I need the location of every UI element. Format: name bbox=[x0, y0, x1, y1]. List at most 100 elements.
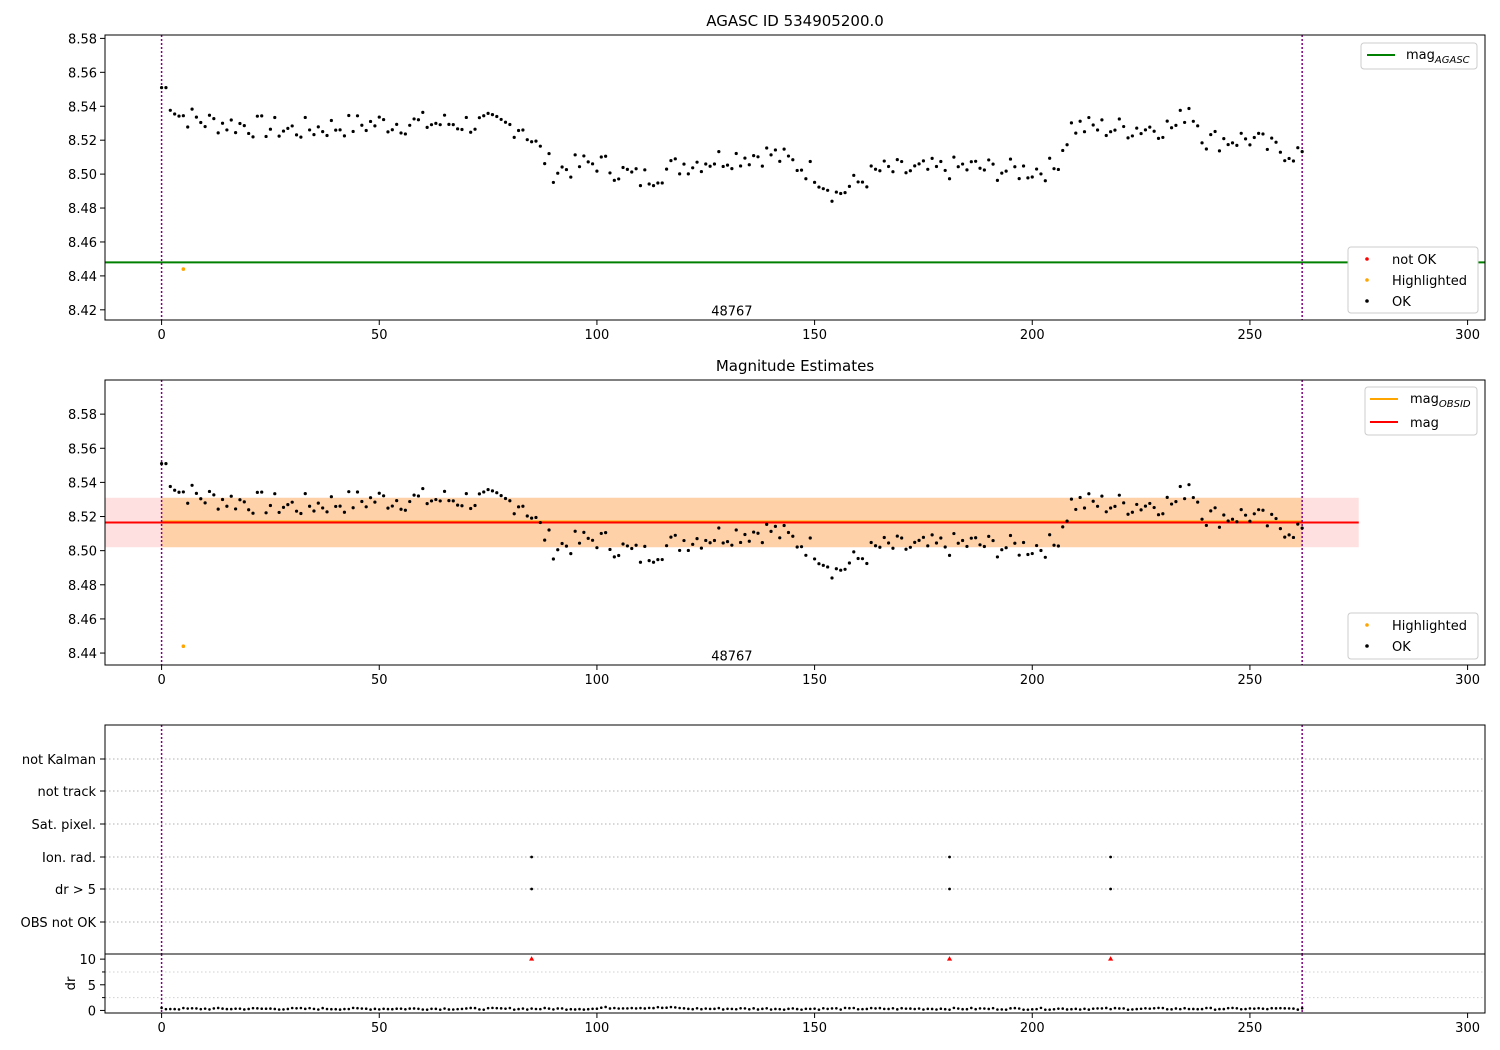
dr-point bbox=[691, 1007, 694, 1011]
dr-point bbox=[856, 1007, 860, 1011]
ok-point bbox=[721, 164, 725, 169]
dr-point bbox=[1170, 1008, 1173, 1011]
flag-point bbox=[948, 855, 951, 859]
x-tick-label: 200 bbox=[1020, 1021, 1045, 1036]
ok-point bbox=[1048, 156, 1052, 160]
ok-point bbox=[721, 541, 725, 545]
ok-point bbox=[477, 492, 481, 496]
ok-point bbox=[1043, 555, 1047, 559]
dr-point bbox=[643, 1007, 647, 1010]
ok-point bbox=[538, 144, 542, 148]
dr-point bbox=[417, 1007, 420, 1011]
ok-point bbox=[1087, 492, 1091, 496]
ok-point bbox=[1187, 483, 1191, 487]
ok-point bbox=[268, 127, 273, 131]
ok-point bbox=[512, 135, 516, 139]
ok-point bbox=[608, 171, 612, 175]
ok-point bbox=[1209, 132, 1213, 137]
dr-point bbox=[1126, 1008, 1130, 1011]
ok-point bbox=[756, 155, 760, 159]
ok-point bbox=[273, 492, 277, 496]
dr-point bbox=[578, 1007, 581, 1011]
ok-point bbox=[1039, 548, 1043, 553]
dr-point bbox=[948, 1008, 951, 1011]
ok-point bbox=[207, 113, 212, 117]
ok-point bbox=[612, 178, 616, 182]
dr-point bbox=[269, 1007, 272, 1010]
y-tick-label: 8.46 bbox=[68, 236, 97, 251]
ok-point bbox=[630, 546, 634, 551]
ok-point bbox=[264, 511, 268, 515]
dr-point bbox=[177, 1008, 181, 1011]
ok-point bbox=[1287, 156, 1291, 161]
ok-point bbox=[725, 540, 730, 544]
ok-point bbox=[247, 131, 251, 136]
ok-point bbox=[952, 155, 956, 159]
ok-point bbox=[699, 546, 704, 550]
ok-point bbox=[934, 541, 939, 545]
ok-point bbox=[1270, 512, 1274, 517]
ok-point bbox=[1000, 171, 1004, 175]
dr-point bbox=[160, 1006, 163, 1010]
dr-point bbox=[225, 1007, 229, 1011]
ok-point bbox=[926, 167, 930, 171]
dr-point bbox=[1022, 1008, 1025, 1011]
ok-point bbox=[1056, 544, 1060, 548]
dr-point bbox=[978, 1007, 982, 1010]
y-tick-label: 8.56 bbox=[68, 66, 97, 81]
ok-point bbox=[926, 544, 930, 548]
y-tick-label: 8.48 bbox=[68, 579, 97, 594]
dr-point bbox=[1283, 1007, 1287, 1010]
ok-point bbox=[1000, 548, 1004, 552]
dr-point bbox=[669, 1005, 673, 1009]
ok-point bbox=[956, 541, 960, 545]
dr-point bbox=[399, 1007, 403, 1010]
ok-point bbox=[530, 140, 534, 144]
highlighted-point bbox=[181, 644, 186, 649]
dr-point bbox=[552, 1008, 555, 1011]
ok-point bbox=[242, 500, 246, 504]
ok-point bbox=[512, 512, 516, 516]
dr-point bbox=[721, 1008, 725, 1011]
ok-point bbox=[908, 545, 912, 549]
dr-point bbox=[1083, 1007, 1086, 1011]
ok-point bbox=[608, 547, 612, 552]
ok-point bbox=[490, 489, 495, 493]
ok-point bbox=[442, 489, 447, 493]
ok-point bbox=[734, 528, 738, 532]
flag-point bbox=[1109, 855, 1113, 859]
ok-point bbox=[425, 502, 429, 506]
dr-point bbox=[1292, 1007, 1295, 1010]
ok-point bbox=[987, 534, 991, 539]
ok-point bbox=[212, 117, 216, 121]
dr-point bbox=[747, 1008, 751, 1011]
ok-point bbox=[438, 499, 442, 503]
ok-point bbox=[233, 131, 238, 135]
ok-point bbox=[599, 155, 603, 159]
ok-point bbox=[991, 162, 995, 166]
dr-point bbox=[983, 1007, 986, 1010]
ok-point bbox=[216, 507, 220, 511]
ok-point bbox=[1274, 516, 1278, 521]
ok-point bbox=[969, 536, 973, 540]
ok-point bbox=[1235, 520, 1239, 524]
dr-point bbox=[351, 1006, 355, 1010]
ok-point bbox=[1248, 143, 1252, 147]
x-tick-label: 0 bbox=[157, 1021, 165, 1036]
ok-point bbox=[456, 503, 460, 507]
ok-point bbox=[1139, 131, 1143, 136]
dr-point bbox=[1231, 1006, 1234, 1010]
ok-point bbox=[1265, 524, 1269, 528]
ok-point bbox=[229, 494, 233, 498]
dr-point bbox=[604, 1005, 607, 1009]
ok-point bbox=[312, 133, 316, 137]
dr-point bbox=[295, 1007, 298, 1010]
dr-point bbox=[996, 1008, 999, 1011]
dr-point bbox=[1061, 1007, 1065, 1010]
ok-point bbox=[281, 129, 286, 133]
legend-box bbox=[1347, 246, 1479, 314]
ok-point bbox=[329, 118, 333, 123]
ok-point bbox=[1226, 519, 1230, 523]
ok-point bbox=[647, 182, 651, 186]
